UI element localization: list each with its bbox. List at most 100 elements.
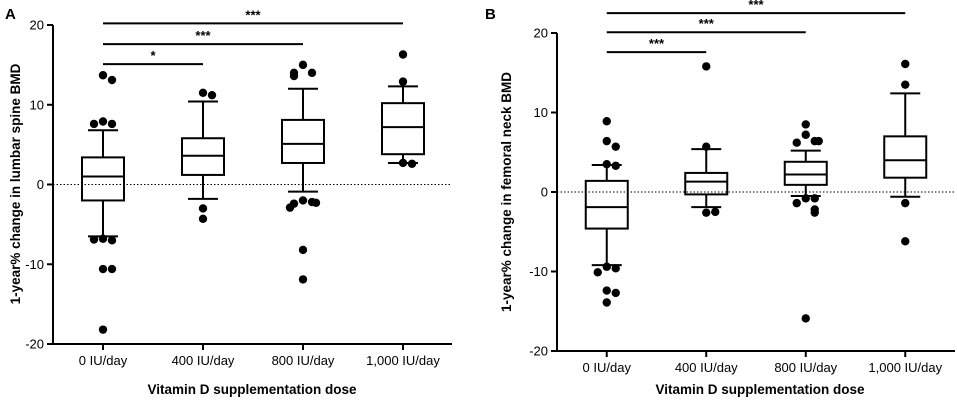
box-0 — [81, 71, 125, 334]
significance-label: * — [150, 48, 156, 63]
outlier-point — [298, 196, 308, 205]
x-tick-label: 800 IU/day — [774, 360, 837, 375]
y-tick-label: -10 — [25, 257, 44, 272]
outlier-point — [307, 68, 317, 78]
box-iqr — [381, 102, 425, 156]
outlier-point — [298, 60, 308, 70]
outlier-point — [711, 207, 720, 217]
outlier-point — [611, 142, 620, 151]
outlier-point — [407, 159, 417, 168]
outlier-point — [602, 159, 611, 169]
outlier-point — [107, 236, 117, 245]
box-iqr — [584, 179, 629, 230]
box-1 — [181, 88, 225, 223]
y-tick-label: 20 — [30, 18, 44, 33]
outlier-point — [602, 286, 611, 295]
outlier-point — [611, 264, 620, 273]
outlier-point — [298, 245, 308, 255]
y-tick-label: -20 — [529, 344, 548, 359]
outlier-point — [602, 136, 611, 146]
significance-label: *** — [748, 0, 764, 12]
y-tick-label: -10 — [529, 264, 548, 279]
outlier-point — [107, 75, 117, 85]
outlier-point — [107, 264, 117, 274]
panel-a: A 20 10 0 -10 -20 0 IU/day 400 IU/day 800 IU/da… — [5, 6, 452, 397]
outlier-point — [901, 59, 910, 69]
outlier-point — [98, 325, 108, 334]
outlier-point — [198, 214, 208, 223]
box-2 — [281, 60, 325, 284]
outlier-point — [702, 62, 711, 71]
x-tick-label: 0 IU/day — [79, 353, 128, 368]
outlier-point — [801, 194, 810, 203]
panel-label-a: A — [5, 6, 16, 23]
outlier-point — [901, 237, 910, 246]
outlier-point — [792, 198, 801, 208]
outlier-point — [89, 119, 99, 129]
y-axis-title-b: 1-year% change in femoral neck BMD — [499, 72, 514, 312]
outlier-point — [198, 88, 208, 97]
y-tick-label: 20 — [534, 26, 548, 41]
outlier-point — [901, 198, 910, 208]
x-tick-label: 400 IU/day — [172, 353, 235, 368]
outlier-point — [611, 161, 620, 170]
outlier-point — [98, 264, 108, 274]
box-iqr — [783, 160, 828, 186]
box-3 — [883, 59, 928, 246]
outlier-point — [398, 77, 408, 86]
y-axis-title-a: 1-year% change in lumbar spine BMD — [8, 63, 23, 304]
outlier-point — [792, 138, 801, 147]
box-0 — [584, 117, 629, 307]
outlier-point — [702, 142, 711, 151]
y-tick-label: 10 — [534, 105, 548, 120]
y-tick-label: 0 — [37, 177, 44, 192]
box-iqr — [883, 135, 928, 179]
outlier-point — [810, 208, 819, 217]
x-tick-label: 800 IU/day — [272, 353, 335, 368]
box-iqr — [684, 171, 729, 196]
outlier-point — [593, 268, 602, 277]
y-tick-label: -20 — [25, 337, 44, 352]
outlier-point — [702, 208, 711, 217]
outlier-point — [602, 298, 611, 307]
outlier-point — [398, 158, 408, 168]
panel-label-b: B — [485, 6, 496, 23]
outlier-point — [98, 234, 108, 243]
x-tick-label: 1,000 IU/day — [868, 360, 942, 375]
x-axis-title-b: Vitamin D supplementation dose — [655, 382, 865, 397]
outlier-point — [98, 71, 108, 80]
box-2 — [783, 120, 828, 323]
outlier-point — [207, 90, 217, 100]
outlier-point — [602, 262, 611, 271]
outlier-point — [801, 130, 810, 139]
x-tick-label: 0 IU/day — [583, 360, 632, 375]
outlier-point — [810, 194, 819, 203]
significance-label: *** — [245, 7, 261, 22]
x-tick-label: 1,000 IU/day — [366, 353, 440, 368]
outlier-point — [801, 314, 810, 323]
outlier-point — [107, 119, 117, 129]
outlier-point — [198, 204, 208, 213]
outlier-point — [398, 50, 408, 59]
plot-area-b: 20 10 0 -10 -20 0 IU/day 400 IU/day 800 IU/day 1… — [529, 0, 955, 375]
outlier-point — [289, 71, 299, 81]
outlier-point — [311, 198, 321, 208]
box-iqr — [81, 156, 125, 202]
outlier-point — [89, 235, 99, 244]
outlier-point — [814, 136, 823, 146]
y-tick-label: 10 — [30, 97, 44, 112]
outlier-point — [611, 288, 620, 298]
panel-b: B 20 10 0 -10 -20 0 IU/day 400 IU/day 800 IU/da… — [485, 0, 955, 397]
outlier-point — [901, 80, 910, 89]
significance-label: *** — [699, 16, 715, 31]
box-iqr — [281, 118, 325, 164]
box-1 — [684, 62, 729, 217]
x-axis-title-a: Vitamin D supplementation dose — [147, 382, 357, 397]
x-tick-label: 400 IU/day — [675, 360, 738, 375]
outlier-point — [602, 117, 611, 126]
outlier-point — [298, 275, 308, 284]
significance-label: *** — [649, 36, 665, 51]
box-3 — [381, 50, 425, 168]
outlier-point — [98, 117, 108, 126]
